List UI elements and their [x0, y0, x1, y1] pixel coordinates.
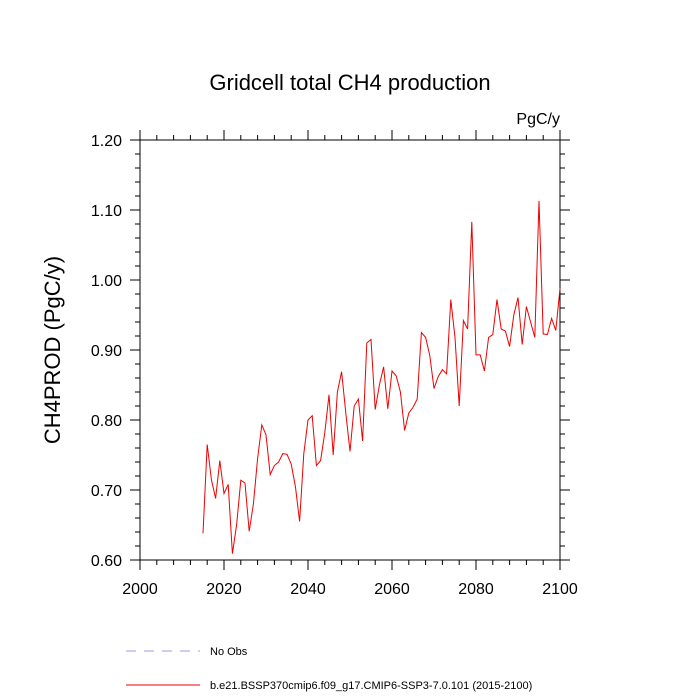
- x-tick-label: 2000: [122, 581, 158, 598]
- x-tick-label: 2080: [458, 581, 494, 598]
- y-axis-label: CH4PROD (PgC/y): [40, 256, 65, 444]
- units-label: PgC/y: [516, 111, 560, 128]
- x-tick-label: 2060: [374, 581, 410, 598]
- chart-title: Gridcell total CH4 production: [209, 70, 490, 95]
- data-series: [202, 200, 561, 554]
- legend: No Obs b.e21.BSSP370cmip6.f09_g17.CMIP6-S…: [126, 646, 532, 692]
- plot-frame: [139, 139, 561, 561]
- y-tick-label: 0.70: [91, 483, 122, 500]
- legend-label: No Obs: [210, 646, 248, 658]
- y-tick-label: 1.10: [91, 203, 122, 220]
- y-tick-label: 0.60: [91, 553, 122, 570]
- y-tick-label: 0.80: [91, 413, 122, 430]
- y-tick-label: 1.00: [91, 273, 122, 290]
- axis-ticks: [130, 130, 570, 570]
- x-tick-label: 2040: [290, 581, 326, 598]
- legend-label: b.e21.BSSP370cmip6.f09_g17.CMIP6-SSP3-7.…: [210, 680, 532, 692]
- axis-tick-labels: 2000 2020 2040 2060 2080 2100 0.60 0.70 0.80 0.90…: [91, 133, 578, 598]
- y-tick-label: 0.90: [91, 343, 122, 360]
- x-tick-label: 2100: [542, 581, 578, 598]
- x-tick-label: 2020: [206, 581, 242, 598]
- y-tick-label: 1.20: [91, 133, 122, 150]
- series-line: [202, 200, 561, 554]
